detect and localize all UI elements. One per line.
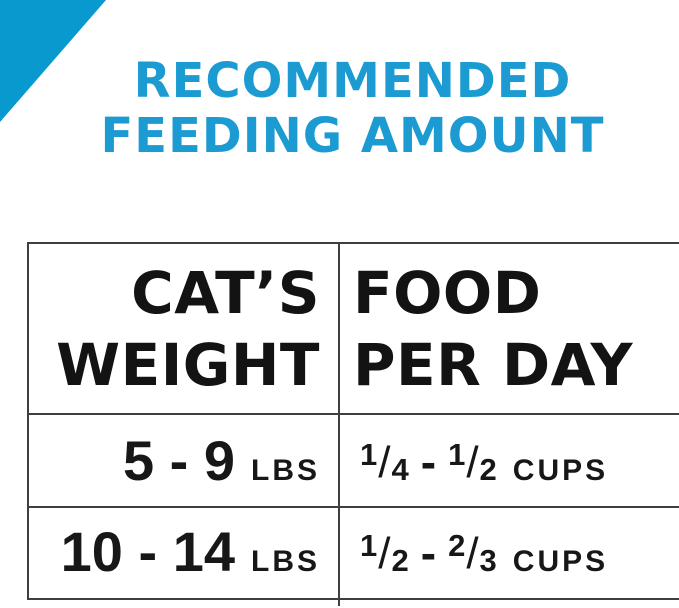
- fraction-slash-icon: /: [466, 438, 479, 487]
- fraction-denominator: 2: [479, 452, 497, 487]
- fraction-slash-icon: /: [378, 438, 391, 487]
- food-cell-row2: 1/2-2/3 CUPS: [340, 508, 679, 606]
- fraction-numerator: 1: [360, 528, 378, 563]
- food-unit-row1: CUPS: [512, 454, 609, 487]
- header-cats-weight-line1: CAT’S: [131, 258, 320, 327]
- food-unit-row2: CUPS: [512, 545, 609, 578]
- fraction-slash-icon: /: [466, 529, 479, 578]
- weight-unit-row1: LBS: [251, 454, 320, 487]
- fraction-row2-a: 1/2: [360, 520, 409, 583]
- header-food-per-day-line2: PER DAY: [353, 330, 633, 399]
- fraction-denominator: 2: [391, 543, 409, 578]
- header-food-per-day-line1: FOOD: [353, 258, 542, 327]
- weight-range-row2: 10 - 14: [60, 520, 235, 583]
- feeding-table: CAT’S WEIGHT FOOD PER DAY 5 - 9 LBS 1/4-1…: [27, 242, 679, 606]
- fraction-numerator: 1: [448, 437, 466, 472]
- fraction-numerator: 2: [448, 528, 466, 563]
- weight-cell-row2: 10 - 14 LBS: [29, 508, 340, 606]
- weight-unit-row2: LBS: [251, 545, 320, 578]
- food-cell-row1: 1/4-1/2 CUPS: [340, 415, 679, 508]
- fraction-row1-b: 1/2: [448, 429, 497, 492]
- fraction-denominator: 4: [391, 452, 409, 487]
- weight-cell-row1: 5 - 9 LBS: [29, 415, 340, 508]
- page-title-line1: RECOMMENDED: [133, 53, 572, 109]
- range-dash: -: [420, 527, 437, 579]
- fraction-slash-icon: /: [378, 529, 391, 578]
- header-cell-food-per-day: FOOD PER DAY: [340, 244, 679, 415]
- page-title: RECOMMENDED FEEDING AMOUNT: [0, 54, 679, 164]
- fraction-row1-a: 1/4: [360, 429, 409, 492]
- fraction-numerator: 1: [360, 437, 378, 472]
- header-cell-cats-weight: CAT’S WEIGHT: [29, 244, 340, 415]
- range-dash: -: [420, 436, 437, 488]
- page-title-line2: FEEDING AMOUNT: [100, 108, 605, 164]
- fraction-row2-b: 2/3: [448, 520, 497, 583]
- weight-range-row1: 5 - 9: [122, 429, 235, 492]
- header-cats-weight-line2: WEIGHT: [56, 330, 320, 399]
- fraction-denominator: 3: [479, 543, 497, 578]
